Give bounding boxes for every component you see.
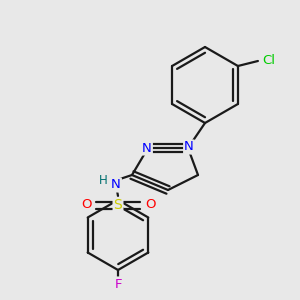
Text: N: N bbox=[142, 142, 152, 154]
Text: N: N bbox=[184, 140, 194, 154]
Text: Cl: Cl bbox=[262, 55, 275, 68]
Text: N: N bbox=[111, 178, 121, 191]
Text: O: O bbox=[145, 199, 155, 212]
Text: O: O bbox=[81, 199, 91, 212]
Text: H: H bbox=[99, 173, 107, 187]
Text: S: S bbox=[114, 198, 122, 212]
Text: F: F bbox=[114, 278, 122, 290]
